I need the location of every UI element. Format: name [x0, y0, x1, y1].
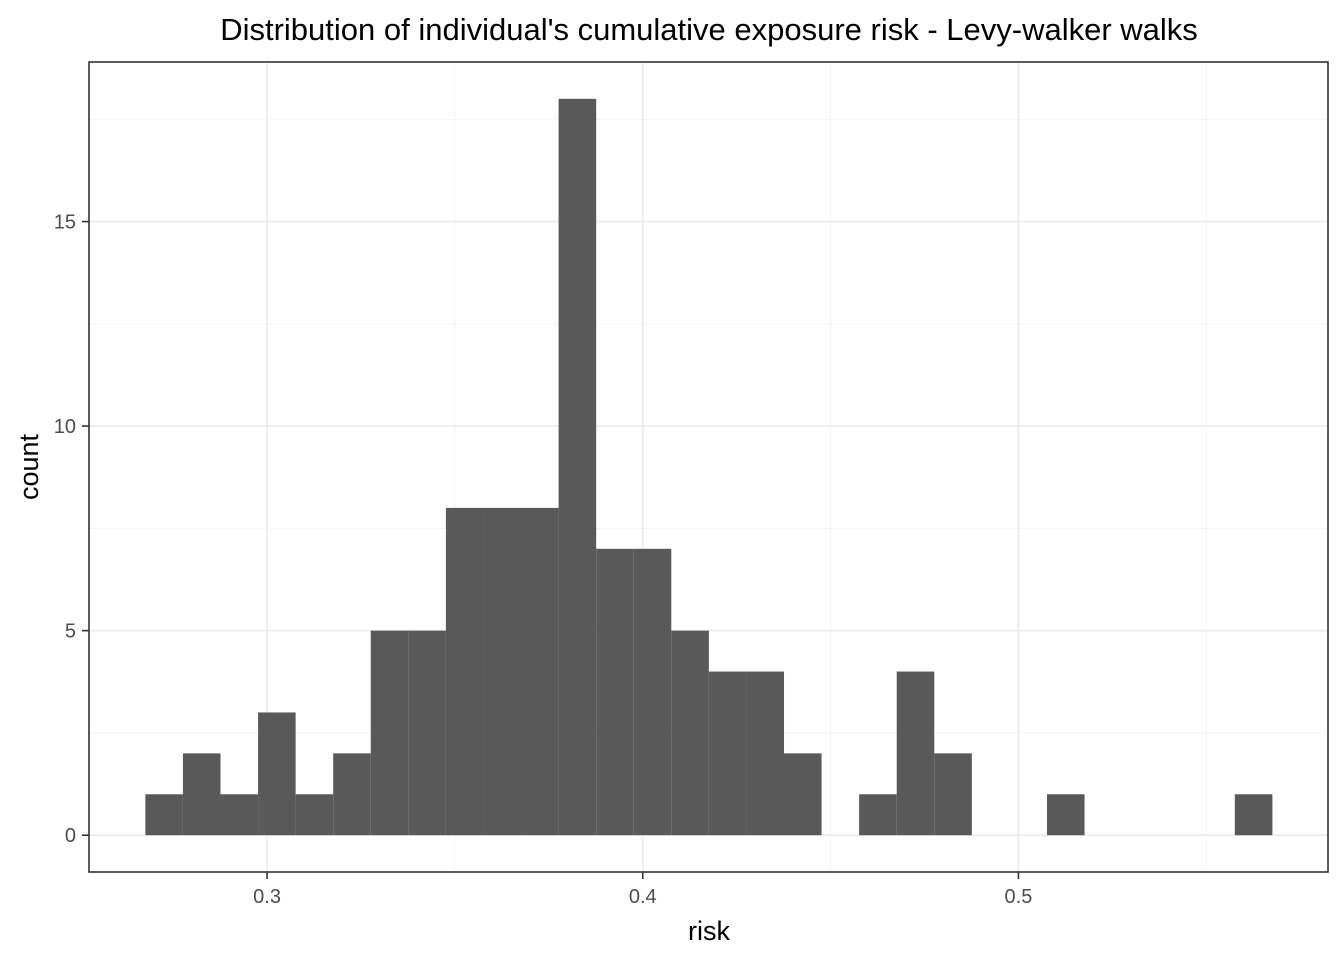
histogram-bar: [145, 794, 183, 836]
panel-border: [88, 61, 1329, 873]
histogram-bar: [521, 507, 559, 836]
histogram-bar: [784, 753, 822, 836]
histogram-bar: [295, 794, 334, 836]
histogram-bar: [483, 507, 522, 836]
y-tick-label: 5: [65, 621, 76, 643]
histogram-bar: [671, 630, 709, 836]
histogram-bar: [708, 671, 747, 836]
histogram-bar: [1046, 794, 1085, 836]
histogram-bar: [558, 98, 597, 836]
x-axis-label: risk: [688, 916, 730, 946]
chart-title: Distribution of individual's cumulative …: [220, 12, 1198, 47]
x-tick-label: 0.3: [253, 886, 281, 908]
histogram-bar: [220, 794, 259, 836]
histogram-bar: [258, 712, 296, 836]
histogram-bar: [934, 753, 972, 836]
histogram-bars: [145, 98, 1273, 836]
histogram-bar: [370, 630, 409, 836]
histogram-bar: [896, 671, 935, 836]
x-tick-label: 0.5: [1005, 886, 1033, 908]
histogram-bar: [859, 794, 897, 836]
axis-ticks: 0.3 0.4 0.5 0 5 10 15: [54, 212, 1033, 908]
y-tick-label: 0: [65, 825, 76, 847]
y-tick-label: 15: [54, 212, 76, 234]
histogram-bar: [746, 671, 785, 836]
histogram-bar: [445, 507, 484, 836]
x-tick-label: 0.4: [629, 886, 657, 908]
y-axis-label: count: [14, 433, 44, 500]
histogram-bar: [182, 753, 221, 836]
histogram-bar: [333, 753, 371, 836]
histogram-bar: [633, 548, 672, 836]
histogram-bar: [1234, 794, 1273, 836]
y-tick-label: 10: [54, 416, 76, 438]
histogram-bar: [596, 548, 634, 836]
histogram-bar: [408, 630, 446, 836]
